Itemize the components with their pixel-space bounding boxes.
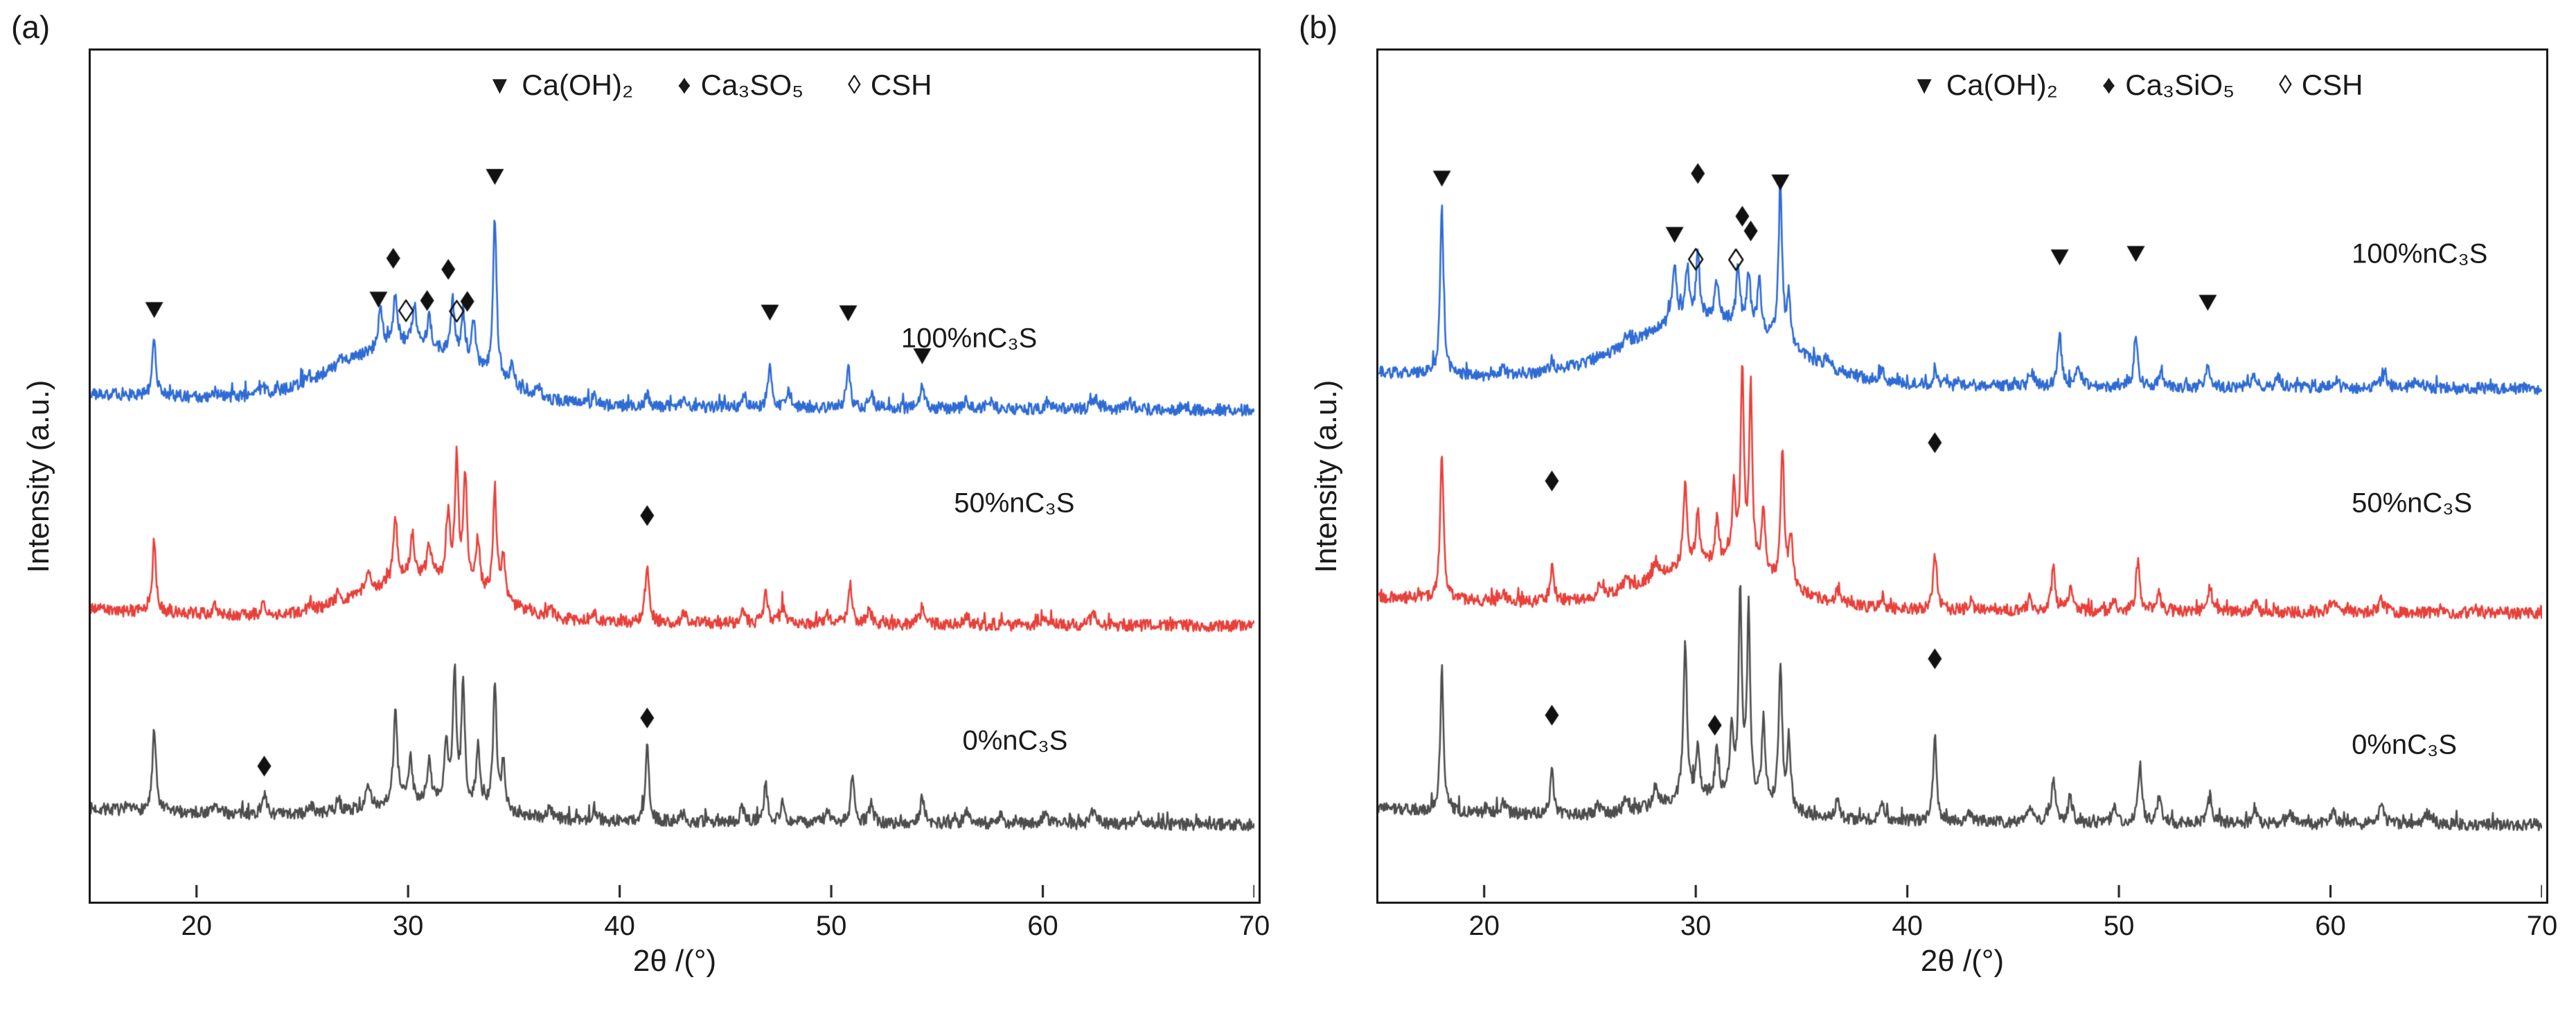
x-axis-ticks-b: 20 30 40 50 60 70 bbox=[1376, 904, 2557, 944]
plot-area-a: ▼ Ca(OH)₂ ♦ Ca₃SO₅ ◊ CSH 100%nC₃S 50%nC₃S 0%nC₃… bbox=[89, 48, 1261, 904]
triangle-down-marker-icon: ▼ bbox=[1912, 71, 1937, 99]
legend-item: ◊ CSH bbox=[2279, 69, 2363, 102]
xrd-traces-canvas-b bbox=[1378, 51, 2542, 897]
x-axis-title-b: 2θ /(°) bbox=[1920, 944, 2005, 978]
x-tick-label: 40 bbox=[1892, 911, 1923, 941]
open-diamond-marker-icon: ◊ bbox=[2279, 71, 2292, 100]
legend-label: Ca(OH)₂ bbox=[1946, 69, 2058, 101]
y-axis-label-b: Intensity (a.u.) bbox=[1309, 379, 1343, 573]
x-tick-label: 60 bbox=[1027, 911, 1058, 941]
panel-a: (a) Intensity (a.u.) ▼ Ca(OH)₂ ♦ Ca₃SO₅ ◊ CSH… bbox=[11, 9, 1270, 979]
plot-wrap-b: ▼ Ca(OH)₂ ♦ Ca₃SiO₅ ◊ CSH 100%nC₃S 50%nC₃S 0%nC… bbox=[1376, 48, 2557, 979]
plot-wrap-a: ▼ Ca(OH)₂ ♦ Ca₃SO₅ ◊ CSH 100%nC₃S 50%nC₃S 0%nC₃… bbox=[89, 48, 1270, 979]
x-tick-label: 60 bbox=[2315, 911, 2346, 941]
plot-area-b: ▼ Ca(OH)₂ ♦ Ca₃SiO₅ ◊ CSH 100%nC₃S 50%nC₃S 0%nC… bbox=[1376, 48, 2548, 904]
x-tick-label: 30 bbox=[1680, 911, 1712, 941]
diamond-marker-icon: ♦ bbox=[677, 71, 691, 100]
legend-label: Ca(OH)₂ bbox=[522, 69, 634, 101]
legend-a: ▼ Ca(OH)₂ ♦ Ca₃SO₅ ◊ CSH bbox=[488, 69, 932, 102]
legend-item: ♦ Ca₃SO₅ bbox=[677, 69, 803, 102]
x-tick-label: 70 bbox=[2526, 911, 2558, 941]
panel-b: (b) Intensity (a.u.) ▼ Ca(OH)₂ ♦ Ca₃SiO₅ ◊ CS… bbox=[1288, 0, 2575, 1027]
open-diamond-marker-icon: ◊ bbox=[848, 71, 861, 100]
legend-item: ▼ Ca(OH)₂ bbox=[1912, 69, 2058, 102]
legend-item: ◊ CSH bbox=[848, 69, 932, 102]
panel-a-letter: (a) bbox=[11, 9, 51, 45]
legend-item: ♦ Ca₃SiO₅ bbox=[2102, 69, 2235, 102]
legend-label: CSH bbox=[2301, 69, 2363, 101]
legend-label: Ca₃SiO₅ bbox=[2125, 69, 2235, 101]
x-tick-label: 50 bbox=[2103, 911, 2135, 941]
x-tick-label: 20 bbox=[181, 911, 212, 941]
x-axis-title-a: 2θ /(°) bbox=[632, 944, 717, 978]
x-tick-label: 50 bbox=[815, 911, 847, 941]
legend-label: Ca₃SO₅ bbox=[700, 69, 804, 101]
y-axis-label-a: Intensity (a.u.) bbox=[21, 379, 55, 573]
x-tick-label: 40 bbox=[604, 911, 635, 941]
xrd-traces-canvas-a bbox=[91, 51, 1254, 897]
x-axis-ticks-a: 20 30 40 50 60 70 bbox=[89, 904, 1270, 944]
legend-item: ▼ Ca(OH)₂ bbox=[488, 69, 634, 102]
legend-label: CSH bbox=[870, 69, 932, 101]
x-tick-label: 70 bbox=[1238, 911, 1270, 941]
panel-b-letter: (b) bbox=[1299, 9, 1338, 45]
triangle-down-marker-icon: ▼ bbox=[487, 71, 513, 99]
x-tick-label: 20 bbox=[1468, 911, 1500, 941]
diamond-marker-icon: ♦ bbox=[2102, 71, 2116, 100]
legend-b: ▼ Ca(OH)₂ ♦ Ca₃SiO₅ ◊ CSH bbox=[1912, 69, 2363, 102]
x-tick-label: 30 bbox=[392, 911, 424, 941]
